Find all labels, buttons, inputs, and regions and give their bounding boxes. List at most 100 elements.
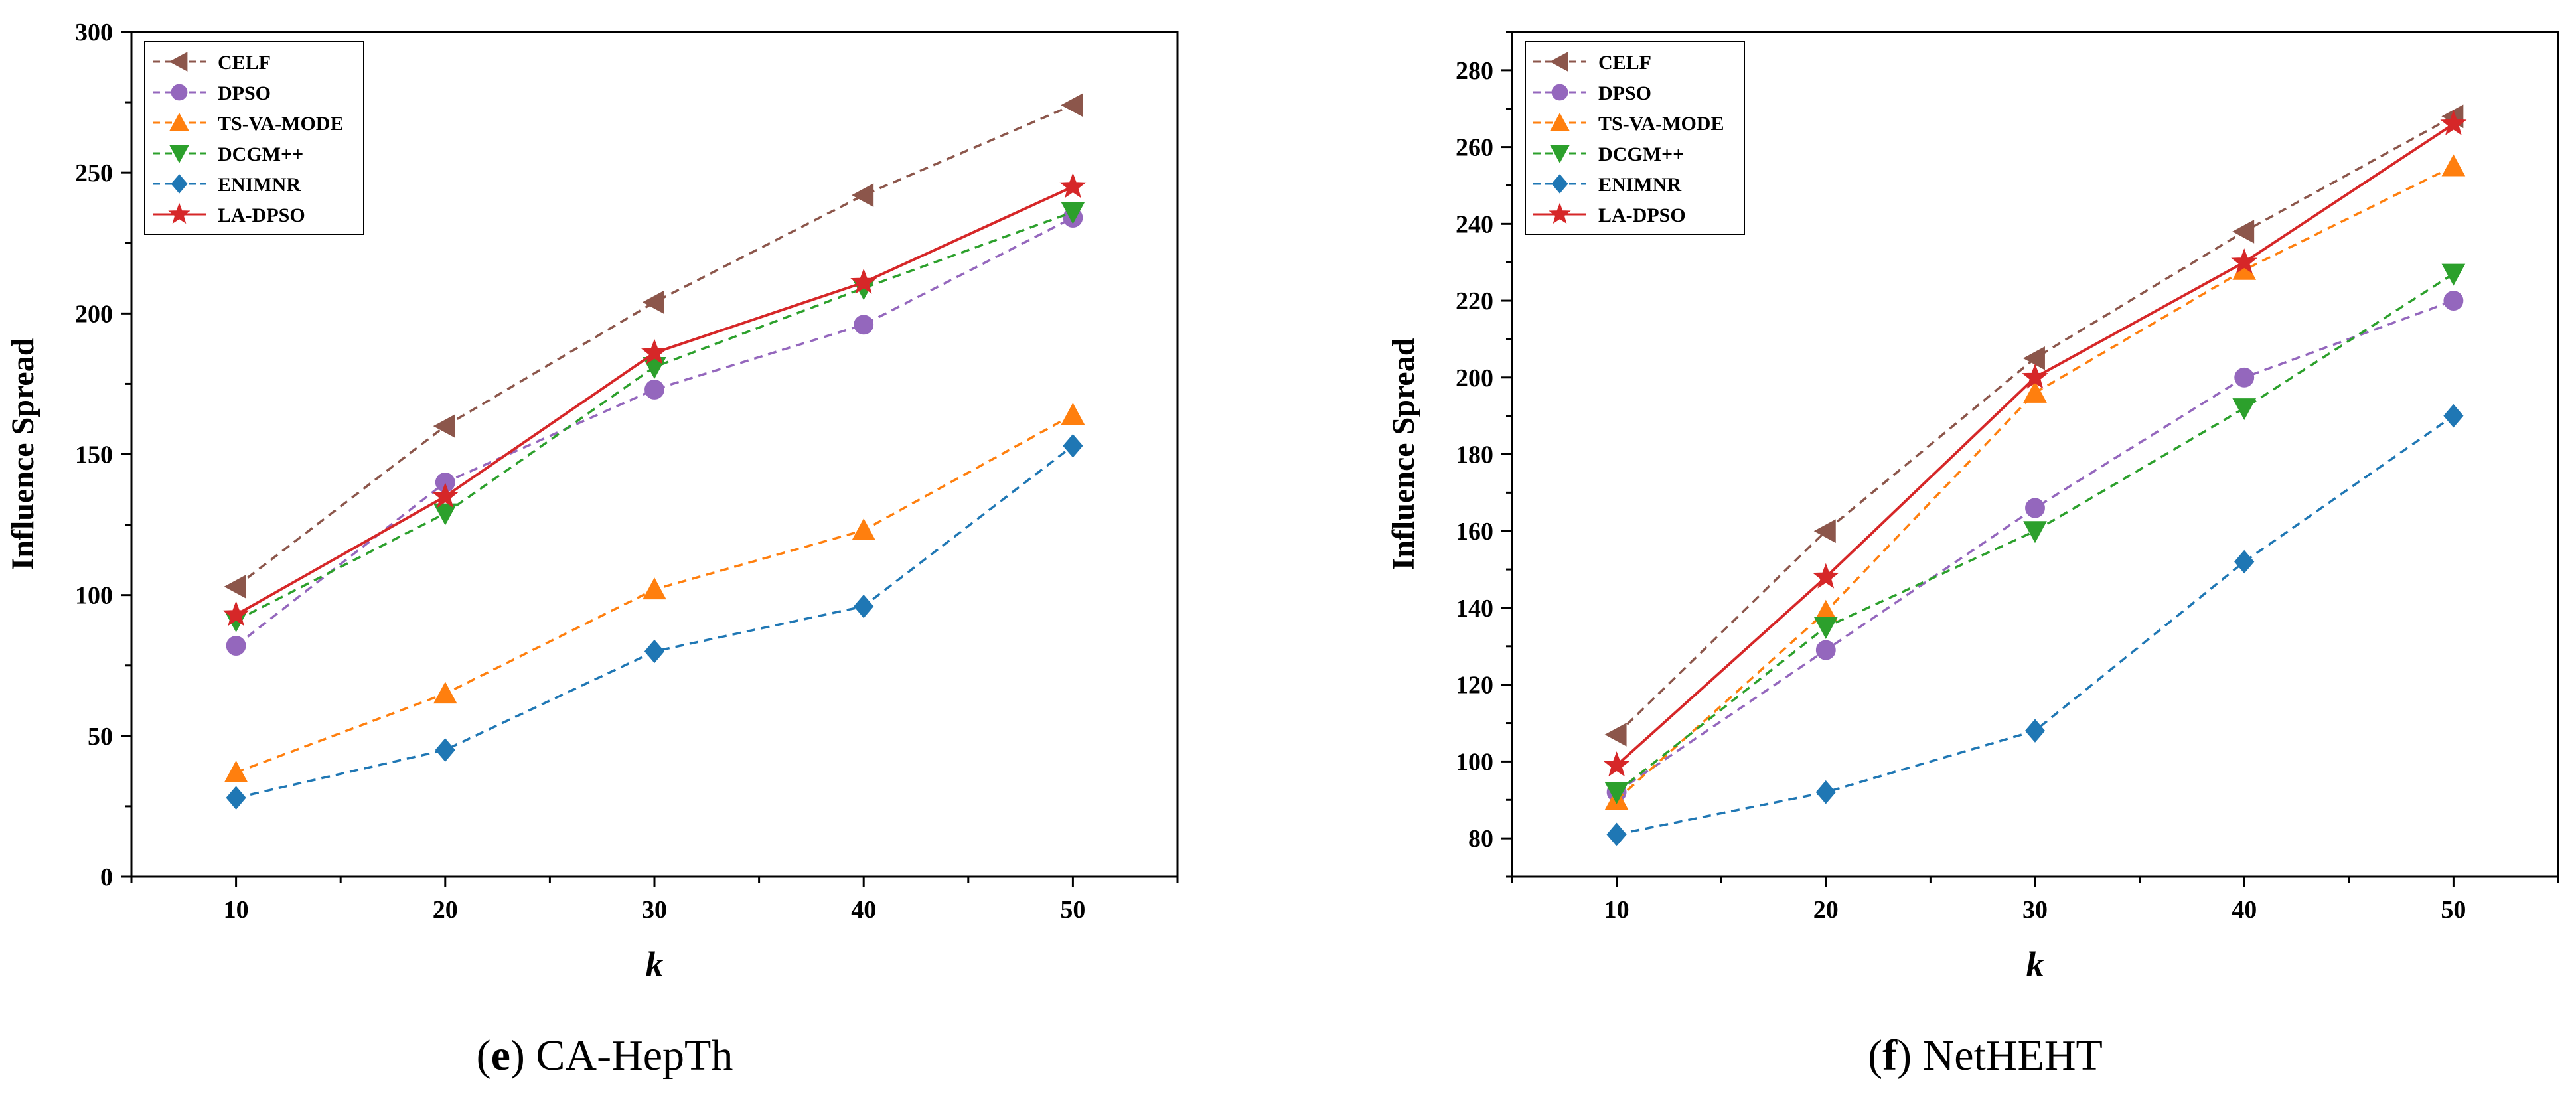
legend-marker (169, 52, 188, 72)
y-tick-label: 0 (100, 863, 113, 891)
data-point (433, 503, 457, 526)
y-tick-label: 80 (1468, 825, 1493, 853)
x-tick-label: 50 (2441, 896, 2466, 924)
legend-marker (1549, 202, 1571, 224)
x-tick-label: 50 (1060, 896, 1085, 924)
data-point (854, 594, 874, 619)
y-tick-label: 260 (1456, 134, 1493, 162)
data-point (226, 786, 246, 810)
x-tick-label: 20 (1813, 896, 1839, 924)
data-point (2234, 367, 2255, 388)
legend-marker (168, 202, 190, 224)
legend-box (144, 41, 364, 235)
y-axis-label: Influence Spread (1386, 338, 1421, 570)
series-ts-va-mode (1604, 154, 2466, 810)
data-point (1061, 93, 1083, 117)
x-axis: 10 20 30 40 50 (130, 877, 1179, 924)
legend-marker (1551, 174, 1568, 194)
data-point (433, 414, 455, 438)
series-line (1616, 165, 2455, 801)
data-point (1812, 563, 1839, 589)
data-point (2023, 380, 2047, 403)
data-point (2024, 719, 2046, 743)
legend-label: DPSO (1598, 82, 1651, 104)
legend-marker (1549, 52, 1568, 72)
data-point (852, 518, 876, 541)
data-point (222, 601, 250, 626)
x-tick-label: 40 (851, 896, 876, 924)
data-point (1061, 403, 1085, 425)
y-tick-label: 250 (75, 159, 113, 187)
legend-label: ENIMNR (1598, 174, 1681, 196)
legend-marker (169, 112, 189, 131)
y-tick-label: 280 (1456, 57, 1493, 85)
series-dcgm- (224, 202, 1085, 632)
legend-label: ENIMNR (218, 174, 301, 196)
y-tick-label: 120 (1456, 672, 1493, 699)
caption-paren-close: ) (510, 1031, 536, 1080)
data-point (224, 575, 246, 599)
data-point (431, 482, 459, 508)
caption-paren-open: ( (477, 1031, 491, 1080)
legend: CELF DPSO TS-VA-MODE DCGM++ ENIMNR LA-DPSO (1525, 41, 1745, 235)
data-point (1604, 723, 1627, 747)
data-point (1815, 780, 1836, 804)
series-dcgm- (1604, 263, 2466, 804)
caption-text: NetHEHT (1923, 1031, 2103, 1080)
data-point (2231, 248, 2258, 274)
y-tick-label: 180 (1456, 441, 1493, 469)
data-point (1063, 433, 1083, 458)
data-point (2234, 550, 2255, 574)
data-point (2023, 521, 2047, 544)
legend-label: DPSO (218, 82, 271, 104)
legend-marker (1550, 112, 1570, 131)
data-point (2022, 346, 2045, 370)
data-point (643, 357, 666, 380)
y-tick-label: 140 (1456, 595, 1493, 623)
series-la-dpso (1603, 110, 2467, 777)
data-point (854, 315, 874, 335)
x-tick-label: 30 (2022, 896, 2048, 924)
legend-marker (1551, 84, 1568, 101)
data-point (224, 760, 248, 782)
data-point (643, 577, 666, 600)
data-point (2232, 220, 2255, 244)
x-axis-label: k (646, 944, 664, 984)
y-tick-label: 160 (1456, 518, 1493, 546)
legend-marker (171, 84, 188, 101)
legend-label: TS-VA-MODE (1598, 113, 1724, 135)
data-point (2440, 110, 2467, 135)
legend: CELF DPSO TS-VA-MODE DCGM++ ENIMNR LA-DPSO (144, 41, 364, 235)
series-line (235, 210, 1073, 622)
y-tick-label: 240 (1456, 210, 1493, 238)
y-tick-label: 220 (1456, 287, 1493, 315)
y-tick-label: 200 (75, 300, 113, 328)
data-point (1815, 640, 1836, 660)
y-axis: 80 100 120 140 160 180 200 220 240 260 280 (1456, 31, 1512, 878)
series-line (235, 104, 1074, 588)
data-point (1061, 202, 1085, 224)
data-point (1059, 173, 1087, 198)
x-tick-label: 10 (224, 896, 249, 924)
legend-label: TS-VA-MODE (218, 113, 343, 135)
x-axis-label: k (2026, 944, 2044, 984)
series-line (1616, 299, 2455, 794)
series-line (1616, 415, 2455, 836)
data-point (1606, 822, 1627, 847)
chart-panel-e: 10 20 30 40 50 0 50 100 150 200 250 300 k Influence S… (5, 19, 1179, 1080)
legend-label: CELF (218, 52, 271, 74)
data-point (1813, 519, 1836, 544)
caption-text: CA-HepTh (536, 1031, 733, 1080)
data-point (433, 682, 457, 704)
chart-panel-f: 10 20 30 40 50 80 100 120 140 160 180 200 220 240 260 2… (1386, 31, 2559, 1080)
legend-label: CELF (1598, 52, 1651, 74)
panel-caption: (f) NetHEHT (1868, 1031, 2103, 1080)
series-line (235, 185, 1074, 617)
legend-label: DCGM++ (218, 143, 303, 165)
data-point (1604, 782, 1629, 804)
data-point (642, 290, 664, 315)
data-point (644, 379, 664, 400)
series-la-dpso (222, 173, 1087, 626)
data-point (2232, 398, 2257, 421)
series-line (236, 445, 1074, 799)
